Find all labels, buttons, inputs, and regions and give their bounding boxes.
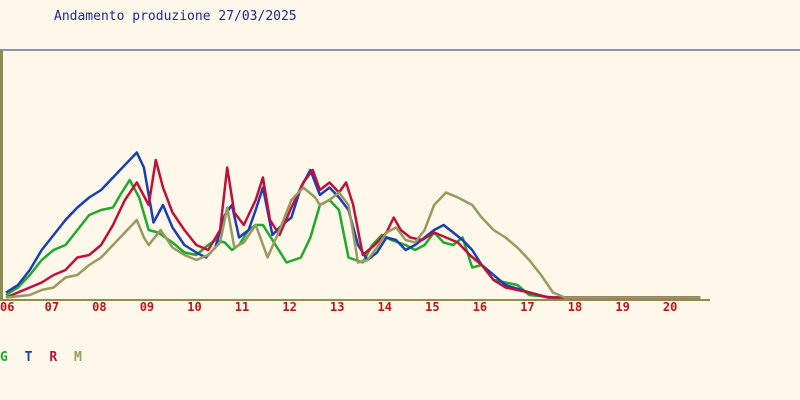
series-line-m xyxy=(5,186,701,299)
x-tick-label: 19 xyxy=(615,300,629,314)
x-tick-label: 12 xyxy=(282,300,296,314)
x-tick-label: 14 xyxy=(378,300,392,314)
x-tick-labels: 06 07 08 09 10 11 12 13 14 15 16 17 18 19 20 xyxy=(0,300,677,314)
x-tick-label: 18 xyxy=(568,300,582,314)
chart-title: Andamento produzione 27/03/2025 xyxy=(54,9,297,24)
series-line-g xyxy=(5,178,701,299)
legend-item-t: T xyxy=(24,350,33,365)
series-line-t xyxy=(5,151,701,299)
x-tick-label: 15 xyxy=(425,300,439,314)
x-tick-label: 09 xyxy=(140,300,154,314)
x-tick-label: 16 xyxy=(473,300,487,314)
x-tick-label: 07 xyxy=(45,300,59,314)
x-tick-label: 11 xyxy=(235,300,249,314)
legend-item-r: R xyxy=(49,350,58,365)
x-tick-label: 06 xyxy=(0,300,14,314)
x-tick-label: 08 xyxy=(92,300,106,314)
legend-item-m: M xyxy=(73,350,82,365)
legend: G T R M xyxy=(0,350,91,365)
x-tick-label: 10 xyxy=(187,300,201,314)
series-line-r xyxy=(5,158,701,299)
legend-item-g: G xyxy=(0,350,8,365)
series-layer xyxy=(5,151,701,299)
x-tick-label: 17 xyxy=(520,300,534,314)
x-tick-label: 13 xyxy=(330,300,344,314)
x-tick-label: 20 xyxy=(663,300,677,314)
